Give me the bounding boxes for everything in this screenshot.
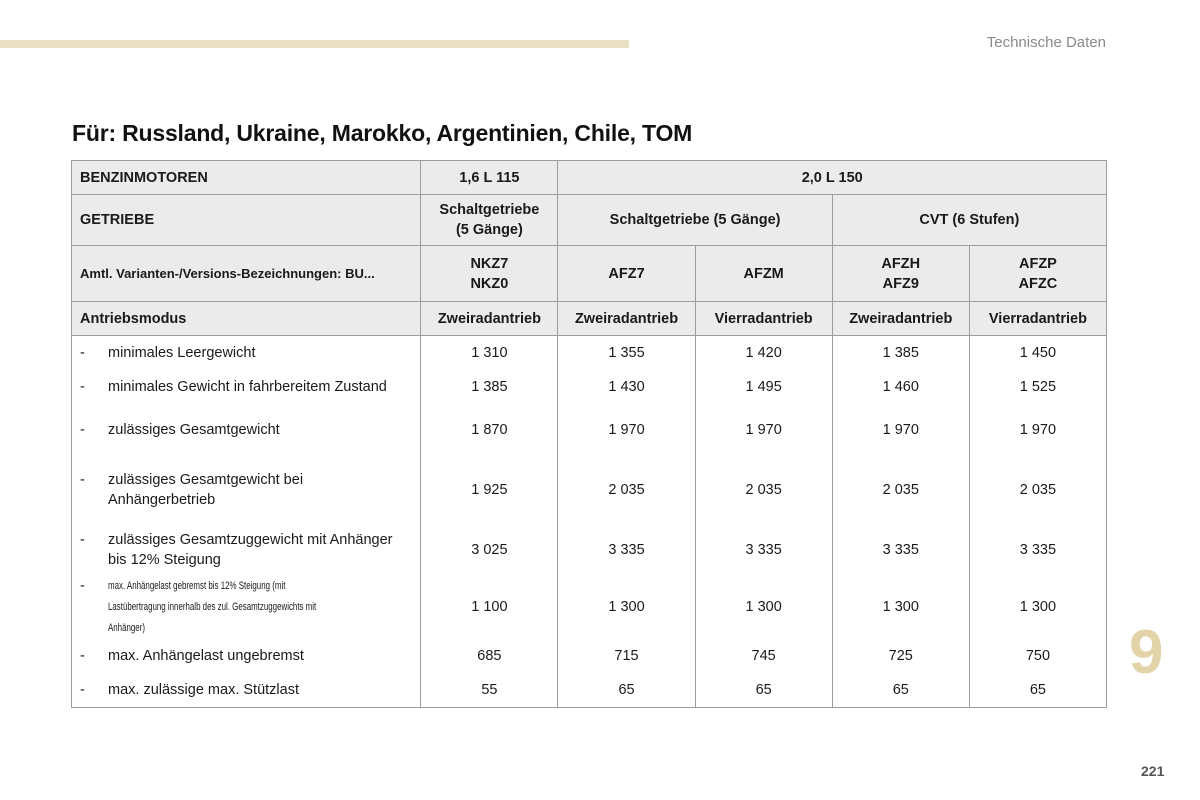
value-cell: 745 (694, 638, 833, 674)
value-cell: 1 450 (968, 335, 1108, 370)
value-cell: 2 035 (694, 455, 833, 525)
value-cell: 1 420 (694, 335, 833, 370)
drive-mode-cell: Vierradantrieb (968, 301, 1108, 336)
drive-mode-cell: Zweiradantrieb (831, 301, 970, 336)
variant-cell: AFZ7 (557, 245, 696, 302)
gearbox-group-1: Schaltgetriebe (5 Gänge) (420, 194, 559, 246)
value-cell: 1 460 (831, 369, 970, 405)
page-title: Für: Russland, Ukraine, Marokko, Argenti… (72, 120, 693, 146)
value-cell: 1 385 (420, 369, 559, 405)
table-row: - max. Anhängelast ungebremst 685 715 745… (70, 638, 1108, 674)
section-label: Technische Daten (986, 34, 1106, 51)
variant-label: Amtl. Varianten-/Versions-Bezeichnungen:… (70, 245, 422, 302)
engine-header-row: BENZINMOTOREN 1,6 L 115 2,0 L 150 (70, 160, 1107, 195)
row-label: - zulässiges Gesamtgewicht bei Anhängerbe… (70, 455, 422, 525)
value-cell: 2 035 (557, 455, 696, 525)
value-cell: 1 300 (694, 575, 833, 639)
value-cell: 3 335 (694, 524, 833, 576)
value-cell: 3 335 (831, 524, 970, 576)
chapter-number: 9 (1129, 618, 1164, 687)
table-row: - zulässiges Gesamtgewicht 1 870 1 970 1 … (70, 404, 1108, 456)
variant-cell: NKZ7 NKZ0 (420, 245, 559, 302)
value-cell: 1 970 (694, 404, 833, 456)
value-cell: 65 (694, 673, 833, 708)
variant-cell: AFZH AFZ9 (831, 245, 970, 302)
value-cell: 1 300 (831, 575, 970, 639)
variant-header-row: Amtl. Varianten-/Versions-Bezeichnungen:… (70, 245, 1108, 302)
variant-cell: AFZP AFZC (968, 245, 1108, 302)
value-cell: 1 300 (557, 575, 696, 639)
value-cell: 750 (968, 638, 1108, 674)
table-row: - zulässiges Gesamtzuggewicht mit Anhänge… (70, 524, 1108, 576)
value-cell: 1 495 (694, 369, 833, 405)
value-cell: 1 385 (831, 335, 970, 370)
table-row: - minimales Gewicht in fahrbereitem Zusta… (70, 369, 1108, 405)
row-label: - max. Anhängelast gebremst bis 12% Steig… (70, 575, 422, 639)
value-cell: 1 100 (420, 575, 559, 639)
gearbox-group-3: CVT (6 Stufen) (831, 194, 1108, 246)
variant-cell: AFZM (694, 245, 833, 302)
value-cell: 685 (420, 638, 559, 674)
row-label: - max. zulässige max. Stützlast (70, 673, 422, 708)
value-cell: 1 970 (831, 404, 970, 456)
value-cell: 1 310 (420, 335, 559, 370)
engine-group-1: 1,6 L 115 (420, 160, 559, 195)
value-cell: 65 (968, 673, 1108, 708)
value-cell: 2 035 (968, 455, 1108, 525)
drive-mode-label: Antriebsmodus (70, 301, 422, 336)
table-row: - max. Anhängelast gebremst bis 12% Steig… (70, 575, 1108, 639)
value-cell: 1 925 (420, 455, 559, 525)
technical-data-table: BENZINMOTOREN 1,6 L 115 2,0 L 150 GETRIE… (70, 160, 1108, 708)
value-cell: 3 335 (968, 524, 1108, 576)
row-label: - zulässiges Gesamtgewicht (70, 404, 422, 456)
value-cell: 725 (831, 638, 970, 674)
header-accent-bar (0, 40, 629, 48)
gearbox-group-2: Schaltgetriebe (5 Gänge) (557, 194, 833, 246)
value-cell: 3 335 (557, 524, 696, 576)
engine-label: BENZINMOTOREN (70, 160, 422, 195)
value-cell: 1 525 (968, 369, 1108, 405)
row-label: - max. Anhängelast ungebremst (70, 638, 422, 674)
value-cell: 65 (831, 673, 970, 708)
value-cell: 1 870 (420, 404, 559, 456)
value-cell: 1 970 (557, 404, 696, 456)
value-cell: 1 970 (968, 404, 1108, 456)
value-cell: 715 (557, 638, 696, 674)
table-row: - minimales Leergewicht 1 310 1 355 1 420… (70, 335, 1108, 370)
value-cell: 1 430 (557, 369, 696, 405)
table-row: - max. zulässige max. Stützlast 55 65 65 … (70, 673, 1108, 708)
row-label: - minimales Gewicht in fahrbereitem Zusta… (70, 369, 422, 405)
value-cell: 3 025 (420, 524, 559, 576)
drive-mode-cell: Vierradantrieb (694, 301, 833, 336)
drive-mode-row: Antriebsmodus Zweiradantrieb Zweiradantr… (70, 301, 1108, 336)
page-number: 221 (1141, 763, 1165, 779)
value-cell: 2 035 (831, 455, 970, 525)
value-cell: 1 355 (557, 335, 696, 370)
value-cell: 65 (557, 673, 696, 708)
drive-mode-cell: Zweiradantrieb (420, 301, 559, 336)
gearbox-label: GETRIEBE (70, 194, 422, 246)
row-label: - minimales Leergewicht (70, 335, 422, 370)
value-cell: 55 (420, 673, 559, 708)
drive-mode-cell: Zweiradantrieb (557, 301, 696, 336)
value-cell: 1 300 (968, 575, 1108, 639)
gearbox-header-row: GETRIEBE Schaltgetriebe (5 Gänge) Schalt… (70, 194, 1108, 246)
table-row: - zulässiges Gesamtgewicht bei Anhängerbe… (70, 455, 1108, 525)
engine-group-2: 2,0 L 150 (557, 160, 1107, 195)
row-label: - zulässiges Gesamtzuggewicht mit Anhänge… (70, 524, 422, 576)
